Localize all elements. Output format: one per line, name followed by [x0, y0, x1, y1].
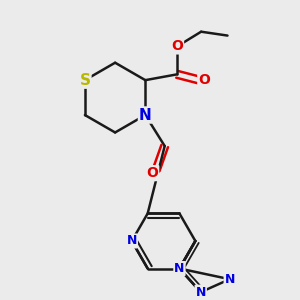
Text: N: N — [225, 273, 235, 286]
Text: S: S — [80, 73, 90, 88]
Text: N: N — [139, 107, 152, 122]
Text: O: O — [198, 73, 210, 87]
Text: N: N — [174, 262, 184, 275]
Text: O: O — [146, 166, 158, 180]
Text: O: O — [171, 39, 183, 53]
Text: N: N — [127, 235, 137, 248]
Text: N: N — [196, 286, 206, 298]
